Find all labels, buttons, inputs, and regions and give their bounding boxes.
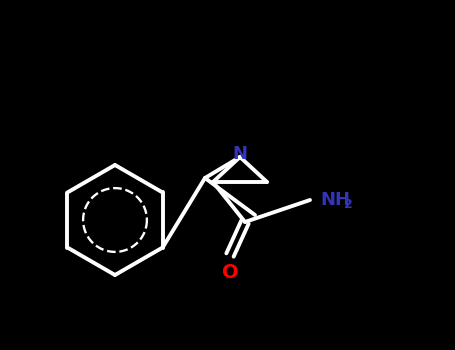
Text: N: N bbox=[233, 145, 248, 163]
Text: 2: 2 bbox=[344, 197, 353, 210]
Text: O: O bbox=[222, 263, 238, 282]
Text: NH: NH bbox=[320, 191, 350, 209]
